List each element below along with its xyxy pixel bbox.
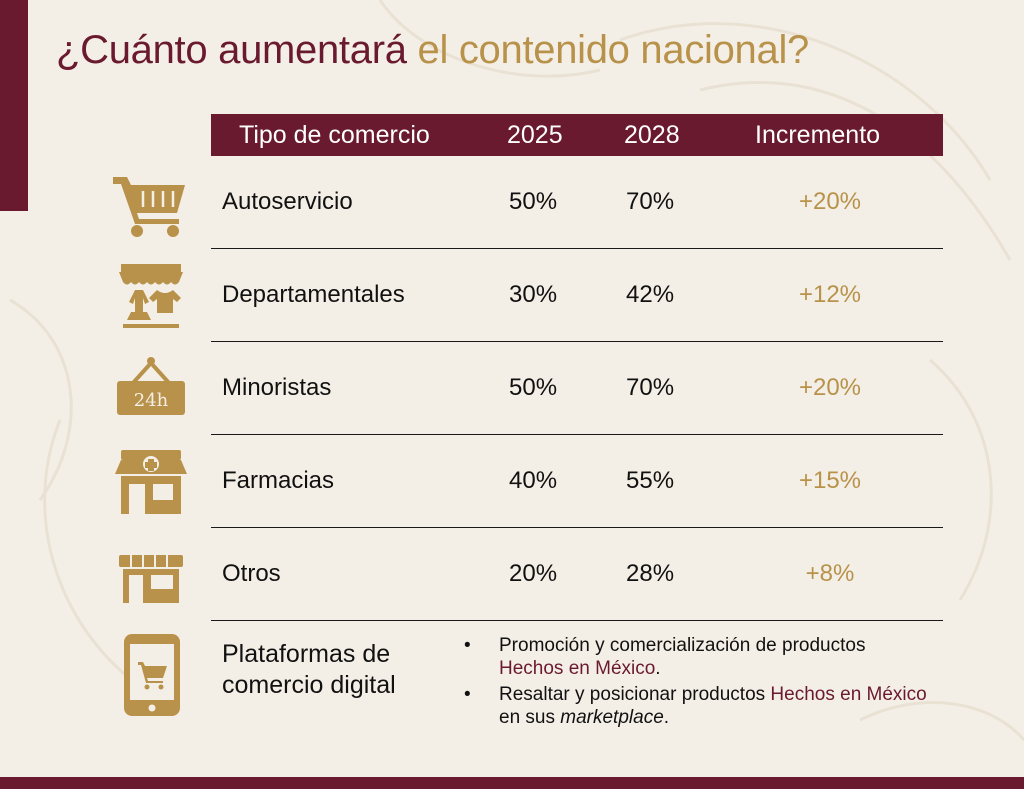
bullet2-middle: en sus xyxy=(499,707,555,728)
shop-icon xyxy=(119,555,183,603)
row-value-2028: 42% xyxy=(626,281,675,308)
row-divider xyxy=(211,340,943,342)
header-2025: 2025 xyxy=(507,121,563,149)
row-value-2025: 30% xyxy=(509,281,558,308)
left-accent-bar xyxy=(0,0,28,211)
row-value-2028: 70% xyxy=(626,374,675,401)
bottom-accent-bar xyxy=(0,777,1024,789)
row-name: Farmacias xyxy=(222,467,335,494)
platforms-bullet-list: Promoción y comercialización de producto… xyxy=(464,634,944,732)
bullet1-end: . xyxy=(655,658,661,679)
row-value-2025: 40% xyxy=(509,467,558,494)
row-increase: +20% xyxy=(798,188,862,215)
row-value-2028: 28% xyxy=(626,560,675,587)
platforms-label-line1: Plataformas de xyxy=(222,640,391,668)
row-value-2028: 55% xyxy=(626,467,675,494)
row-value-2028: 70% xyxy=(626,188,675,215)
digital-platforms-section: Plataformas de comercio digital Promoció… xyxy=(0,624,1024,774)
row-increase: +20% xyxy=(798,374,862,401)
header-type: Tipo de comercio xyxy=(239,121,430,149)
header-2028: 2028 xyxy=(624,121,680,149)
row-divider xyxy=(211,526,943,528)
list-item: Promoción y comercialización de producto… xyxy=(464,634,944,680)
shopping-cart-icon xyxy=(113,177,185,237)
pharmacy-icon xyxy=(115,450,187,514)
table-row: 24h Minoristas 50% 70% +20% xyxy=(0,343,1024,435)
platforms-label-line2: comercio digital xyxy=(222,671,396,699)
row-increase: +15% xyxy=(798,467,862,494)
row-value-2025: 50% xyxy=(509,374,558,401)
row-divider xyxy=(211,433,943,435)
row-name: Autoservicio xyxy=(222,188,353,215)
row-divider xyxy=(211,247,943,249)
page-title: ¿Cuánto aumentará el contenido nacional? xyxy=(56,28,809,73)
sign-24h-text: 24h xyxy=(134,390,169,411)
row-value-2025: 20% xyxy=(509,560,558,587)
table-header: Tipo de comercio 2025 2028 Incremento xyxy=(211,114,943,156)
bullet2-highlight: Hechos en México xyxy=(770,684,927,705)
bullet1-text: Promoción y comercialización de producto… xyxy=(499,635,866,656)
row-name: Departamentales xyxy=(222,281,405,308)
table-row: Autoservicio 50% 70% +20% xyxy=(0,157,1024,249)
table-row: Departamentales 30% 42% +12% xyxy=(0,250,1024,342)
row-divider xyxy=(211,619,943,621)
row-name: Minoristas xyxy=(222,374,332,401)
table-row: Otros 20% 28% +8% xyxy=(0,529,1024,621)
row-name: Otros xyxy=(222,560,281,587)
table-row: Farmacias 40% 55% +15% xyxy=(0,436,1024,528)
title-part-primary: ¿Cuánto aumentará xyxy=(56,28,407,72)
row-increase: +8% xyxy=(805,560,855,587)
platforms-label: Plataformas de comercio digital xyxy=(222,639,396,701)
title-part-accent: el contenido nacional? xyxy=(417,28,810,72)
mobile-shopping-icon xyxy=(124,634,180,716)
bullet2-end: . xyxy=(663,707,670,728)
bullet2-text: Resaltar y posicionar productos xyxy=(499,684,766,705)
header-increase: Incremento xyxy=(755,121,881,149)
row-increase: +12% xyxy=(798,281,862,308)
bullet2-emphasis: marketplace xyxy=(560,707,664,728)
row-value-2025: 50% xyxy=(509,188,558,215)
list-item: Resaltar y posicionar productos Hechos e… xyxy=(464,683,944,729)
clothing-store-icon xyxy=(119,264,183,328)
bullet1-highlight: Hechos en México xyxy=(499,658,656,679)
open-24h-sign-icon: 24h xyxy=(117,357,185,415)
